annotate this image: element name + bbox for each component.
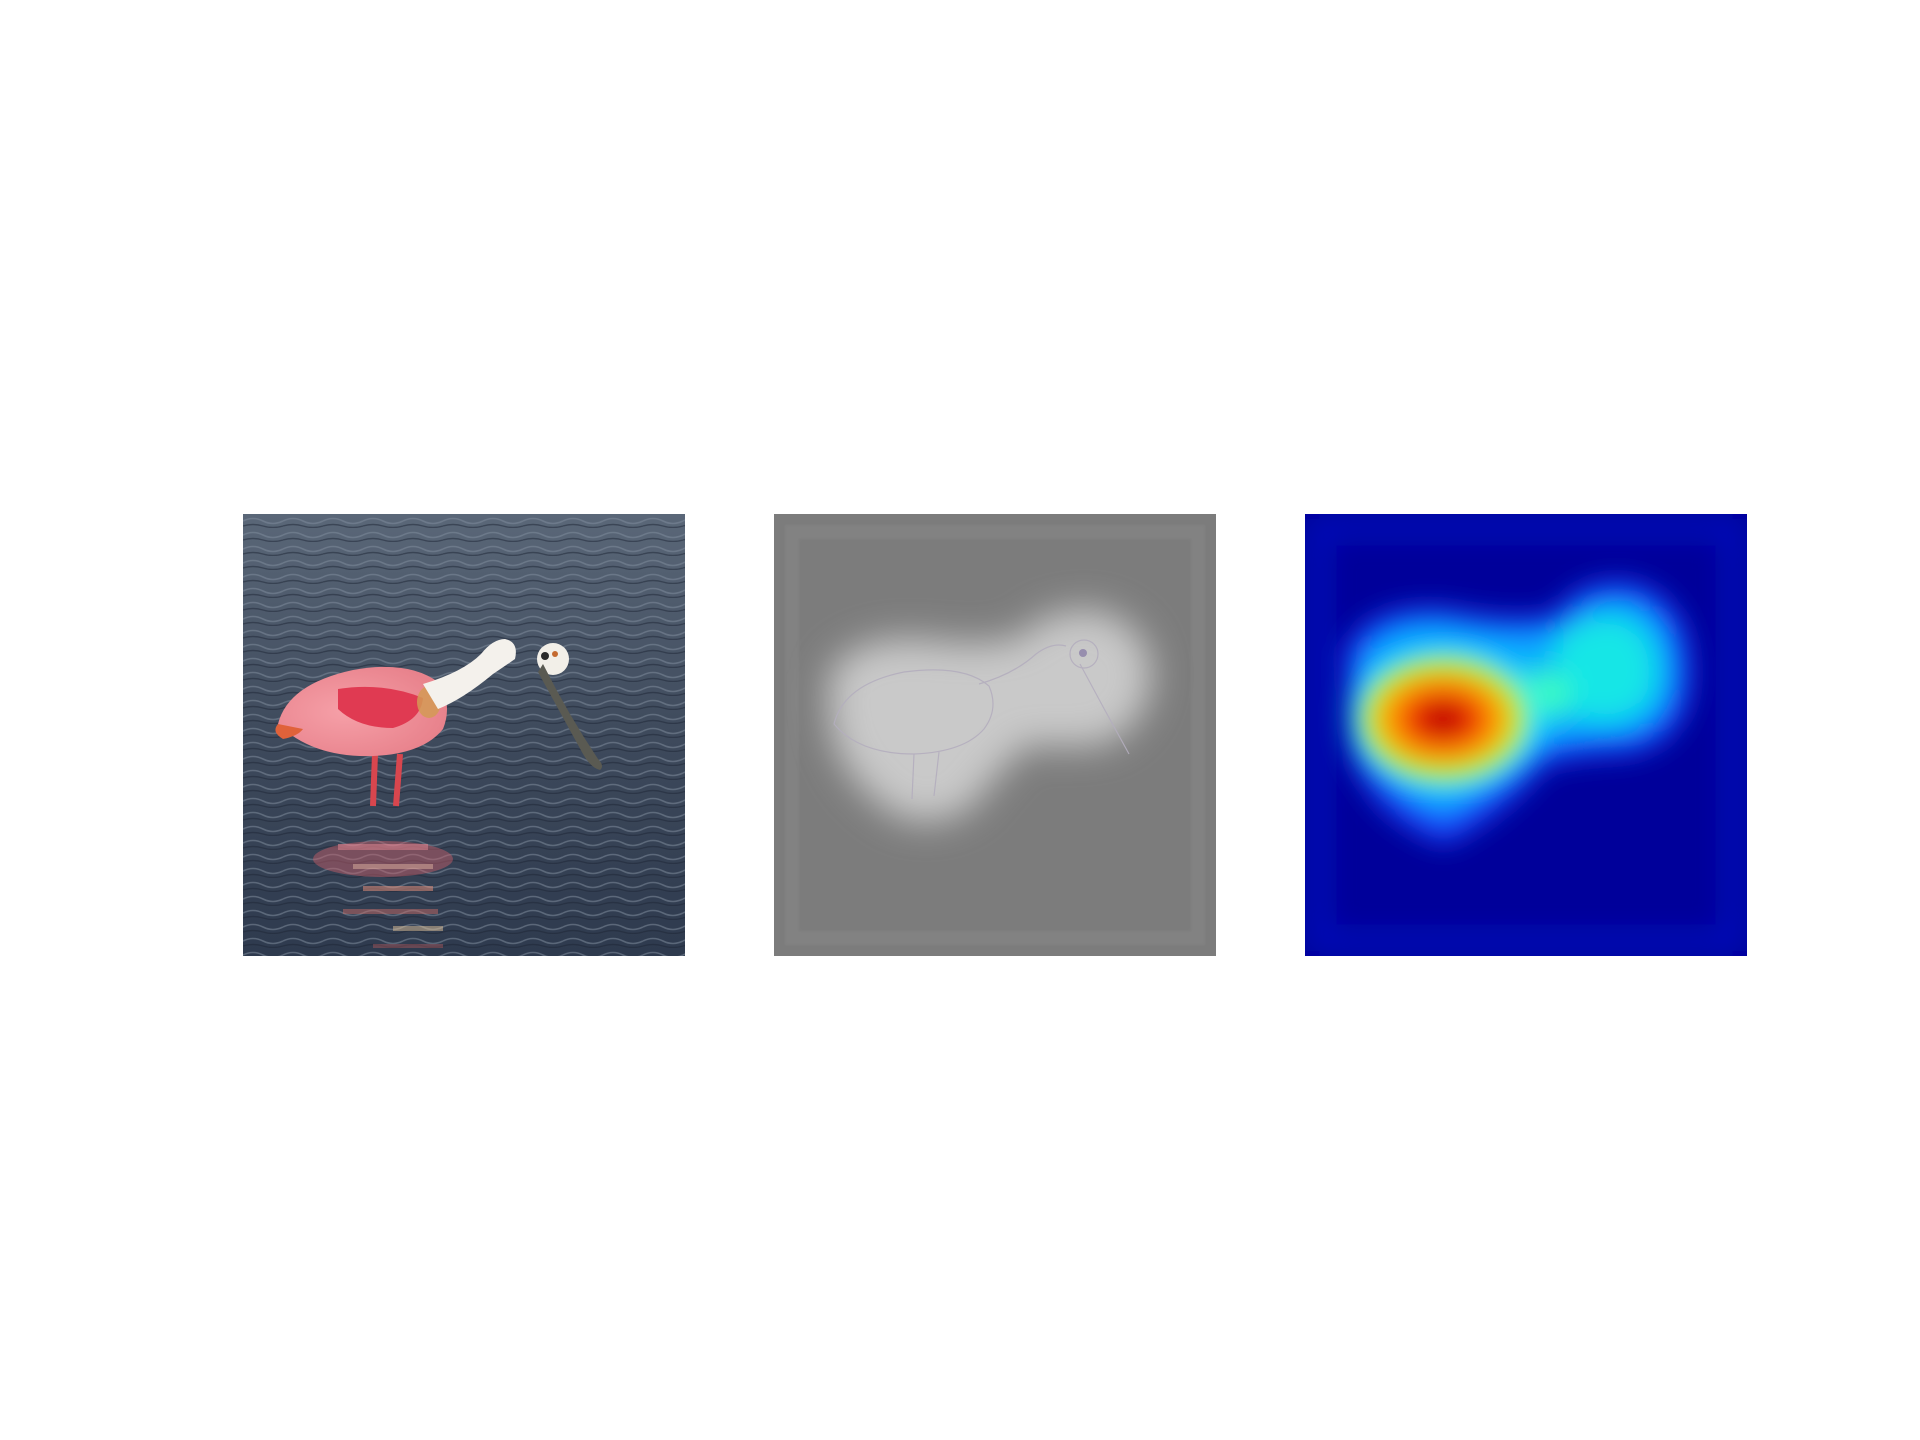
saliency-bird-outline xyxy=(833,639,1130,800)
bird-head xyxy=(423,639,603,770)
original-photo-panel xyxy=(243,514,685,956)
bird-legs xyxy=(370,753,403,807)
saliency-map-panel xyxy=(774,514,1216,956)
spoonbill-photo xyxy=(243,514,685,956)
saliency-map xyxy=(774,514,1216,956)
heatmap-peak xyxy=(1371,669,1515,769)
bird-body xyxy=(275,666,447,757)
attention-heatmap xyxy=(1305,514,1747,956)
bird-reflection xyxy=(313,841,453,948)
heatmap-panel xyxy=(1305,514,1747,956)
saliency-highlight xyxy=(829,609,1152,822)
